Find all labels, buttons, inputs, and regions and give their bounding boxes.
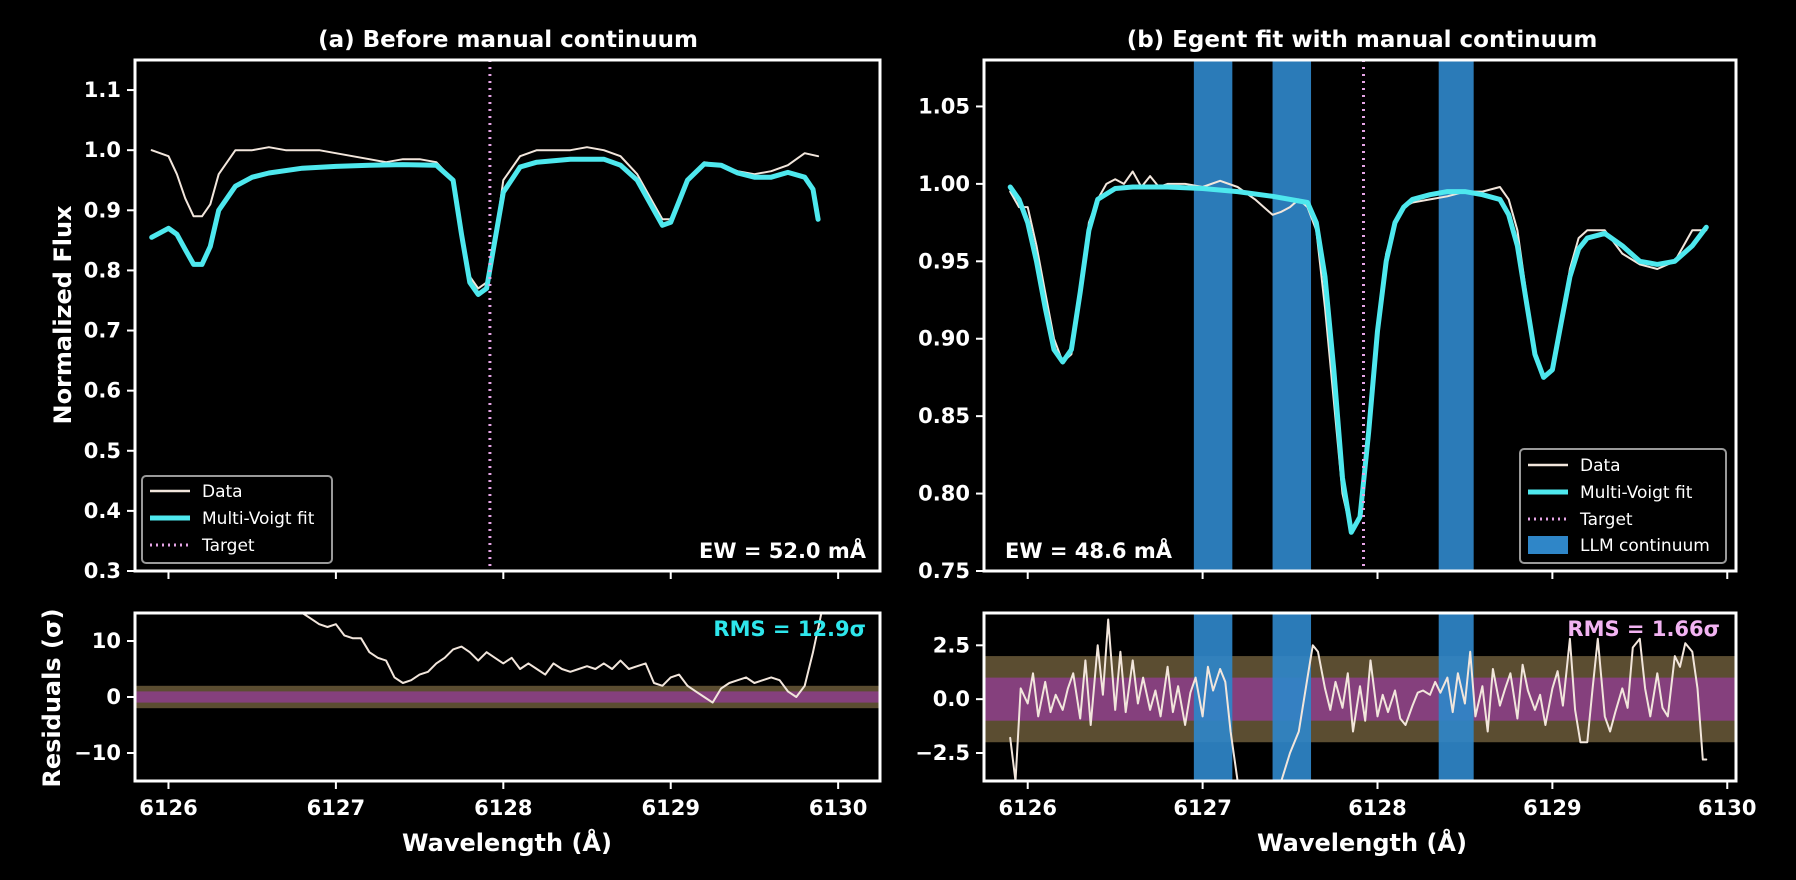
ytick-label: 2.5 [933, 633, 970, 657]
ytick-label: 0.90 [918, 327, 970, 351]
panel-a-xlabel: Wavelength (Å) [402, 828, 612, 857]
legend-b-fit-label: Multi-Voigt fit [1580, 483, 1693, 503]
ytick-label: 0.5 [84, 439, 121, 463]
ytick-label: 0.75 [918, 559, 970, 583]
panel-b-resid-frame [982, 611, 1738, 783]
panel-b-title: (b) Egent fit with manual continuum [1127, 27, 1598, 53]
sigma-band-2 [135, 691, 880, 703]
legend-b-data-label: Data [1580, 456, 1621, 476]
panel-a-ylabel: Normalized Flux [49, 205, 77, 425]
legend-a-fit-label: Multi-Voigt fit [202, 509, 315, 529]
continuum-region-2 [1272, 60, 1312, 571]
panel-a-resid-ylabel: Residuals (σ) [38, 608, 66, 787]
xtick-label: 6130 [1698, 796, 1756, 820]
panel-b-main: (b) Egent fit with manual continuum 0.75… [918, 27, 1738, 583]
panel-a-main: (a) Before manual continuum Normalized F… [49, 27, 882, 583]
continuum-region-1 [1193, 60, 1233, 571]
panel-a-legend: Data Multi-Voigt fit Target [141, 475, 333, 564]
legend-b-target-label: Target [1579, 510, 1633, 530]
panel-a-ew-annotation: EW = 52.0 mÅ [699, 538, 867, 563]
xtick-label: 6127 [1173, 796, 1231, 820]
ytick-label: 0.0 [933, 687, 970, 711]
ytick-label: −10 [74, 741, 121, 765]
legend-a-data-label: Data [202, 482, 243, 502]
ytick-label: 0.4 [84, 499, 121, 523]
panel-a-resid-frame [133, 611, 882, 783]
panel-a-main-frame [133, 58, 882, 573]
ytick-label: 1.05 [918, 94, 970, 118]
ytick-label: 0.7 [84, 319, 121, 343]
panel-a-title: (a) Before manual continuum [318, 27, 698, 53]
xtick-label: 6128 [1348, 796, 1406, 820]
panel-b-legend: Data Multi-Voigt fit Target LLM continuu… [1519, 448, 1727, 564]
ytick-label: 0.9 [84, 198, 121, 222]
series-residuals [1009, 618, 1708, 781]
legend-b-continuum-swatch [1528, 536, 1568, 554]
panel-b-rms-annotation: RMS = 1.66σ [1567, 617, 1720, 641]
ytick-label: 1.00 [918, 172, 970, 196]
ytick-label: −2.5 [915, 741, 970, 765]
ytick-label: 0.80 [918, 482, 970, 506]
xtick-label: 6126 [998, 796, 1056, 820]
xtick-label: 6128 [474, 796, 532, 820]
legend-b-continuum-label: LLM continuum [1580, 536, 1710, 556]
ytick-label: 0.6 [84, 379, 121, 403]
ytick-label: 0.3 [84, 559, 121, 583]
panel-b-xlabel: Wavelength (Å) [1257, 828, 1467, 857]
ytick-label: 1.0 [84, 138, 121, 162]
xtick-label: 6126 [139, 796, 197, 820]
series-multi-voigt-fit [1007, 184, 1709, 535]
panel-b-ew-annotation: EW = 48.6 mÅ [1005, 538, 1173, 563]
xtick-label: 6129 [642, 796, 700, 820]
xtick-label: 6130 [809, 796, 867, 820]
sigma-band-2 [984, 677, 1736, 721]
legend-a-target-label: Target [201, 536, 255, 556]
ytick-label: 10 [92, 629, 121, 653]
ytick-label: 0.95 [918, 249, 970, 273]
ytick-label: 1.1 [84, 78, 121, 102]
panel-b-residuals: −2.5 0.0 2.5 6126 6127 6128 6129 6130 RMS = 1.6… [915, 611, 1756, 857]
series-residuals [301, 613, 823, 704]
ytick-label: 0.85 [918, 404, 970, 428]
continuum-region-3 [1438, 613, 1474, 781]
xtick-label: 6127 [307, 796, 365, 820]
ytick-label: 0 [106, 685, 121, 709]
panel-b-main-frame [982, 58, 1738, 573]
xtick-label: 6129 [1523, 796, 1581, 820]
panel-a-residuals: Residuals (σ) −10 0 10 6126 6127 6128 6129 6130… [38, 608, 882, 857]
series-multi-voigt-fit [149, 156, 821, 297]
panel-a-rms-annotation: RMS = 12.9σ [713, 617, 866, 641]
continuum-region-3 [1438, 60, 1474, 571]
ytick-label: 0.8 [84, 258, 121, 282]
